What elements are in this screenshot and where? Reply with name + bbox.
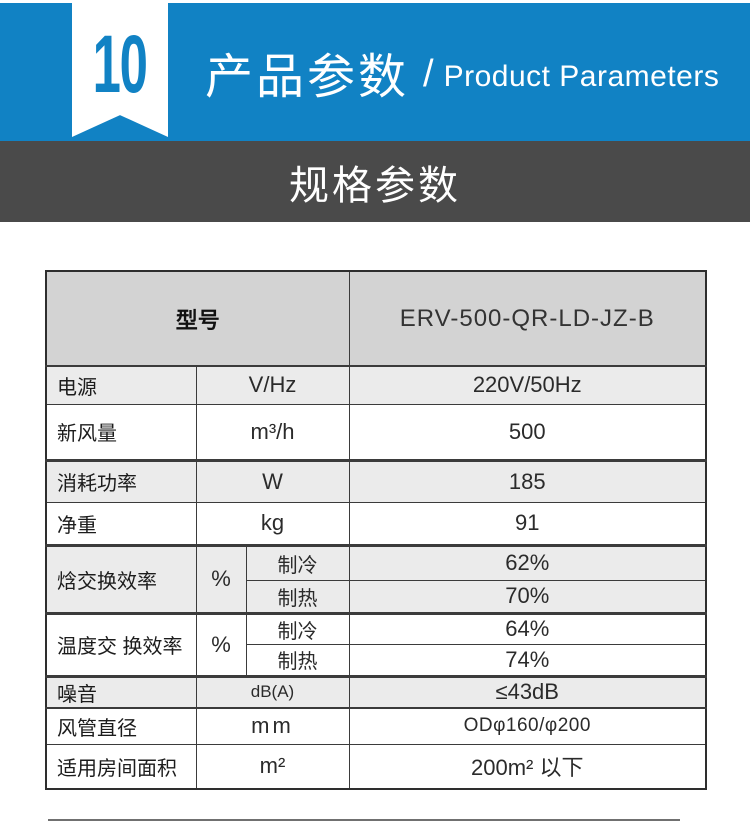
consumption-value-cell: 185 [348,458,707,503]
temperature-cooling-value-cell: 64% [348,611,707,645]
room-area-unit-cell: m² [195,744,350,789]
spec-row-power: 电源 V/Hz 220V/50Hz [45,365,707,405]
duct-unit-cell: mm [195,706,350,745]
power-value-cell: 220V/50Hz [348,365,707,405]
noise-value-cell: ≤43dB [348,674,707,708]
section-title-separator: / [423,52,434,95]
temperature-cooling-mode-cell: 制冷 [245,611,350,645]
section-number: 10 [92,19,148,110]
fresh-air-unit-cell: m³/h [195,403,350,461]
temperature-heating-mode-cell: 制热 [245,643,350,677]
power-label-cell: 电源 [45,365,197,405]
enthalpy-unit-cell: % [195,543,247,614]
spec-row-temperature-heating: 制热 74% [46,643,707,677]
weight-unit-cell: kg [195,501,350,546]
enthalpy-heating-value-cell: 70% [348,579,707,614]
spec-row-model: 型号 ERV-500-QR-LD-JZ-B [45,270,707,367]
room-area-label-cell: 适用房间面积 [45,744,197,789]
spec-row-power-consumption: 消耗功率 W 185 [45,458,707,503]
spec-row-fresh-air-volume: 新风量 m³/h 500 [45,403,707,461]
fresh-air-value-cell: 500 [348,403,707,461]
model-value-cell: ERV-500-QR-LD-JZ-B [348,270,707,367]
spec-row-temperature-cooling: 温度交 换效率 % 制冷 64% [45,611,707,677]
enthalpy-cooling-value-cell: 62% [348,543,707,581]
temperature-unit-cell: % [195,611,247,677]
noise-unit-cell: dB(A) [195,674,350,708]
spec-row-enthalpy-heating: 制热 70% [46,579,707,614]
enthalpy-heating-mode-cell: 制热 [245,579,350,614]
spec-row-enthalpy-cooling: 焓交换效率 % 制冷 62% [45,543,707,614]
temperature-label-cell: 温度交 换效率 [45,611,197,677]
power-unit-cell: V/Hz [195,365,350,405]
section-title: 产品参数 / Product Parameters [205,3,719,141]
temperature-heating-value-cell: 74% [348,643,707,677]
noise-label-cell: 噪音 [45,674,197,708]
duct-value-cell: ODφ160/φ200 [348,706,707,745]
spec-row-room-area: 适用房间面积 m² 200m² 以下 [45,744,707,789]
fresh-air-label-cell: 新风量 [45,403,197,461]
spec-row-noise: 噪音 dB(A) ≤43dB [45,674,707,708]
consumption-unit-cell: W [195,458,350,503]
room-area-value-cell: 200m² 以下 [348,744,707,789]
weight-label-cell: 净重 [45,501,197,546]
spec-table: 型号 ERV-500-QR-LD-JZ-B 电源 V/Hz 220V/50Hz … [45,270,707,790]
weight-value-cell: 91 [348,501,707,546]
footer-divider-line [48,819,680,821]
section-number-ribbon: 10 [72,0,168,137]
consumption-label-cell: 消耗功率 [45,458,197,503]
section-title-en: Product Parameters [443,60,720,93]
subsection-title: 规格参数 [289,163,461,208]
spec-row-net-weight: 净重 kg 91 [45,501,707,546]
spec-row-duct-diameter: 风管直径 mm ODφ160/φ200 [45,706,707,745]
duct-label-cell: 风管直径 [45,706,197,745]
subsection-header-band: 规格参数 [0,141,750,222]
section-title-cn: 产品参数 [205,51,410,104]
model-label-cell: 型号 [45,270,350,367]
enthalpy-label-cell: 焓交换效率 [45,543,197,614]
enthalpy-cooling-mode-cell: 制冷 [245,543,350,581]
